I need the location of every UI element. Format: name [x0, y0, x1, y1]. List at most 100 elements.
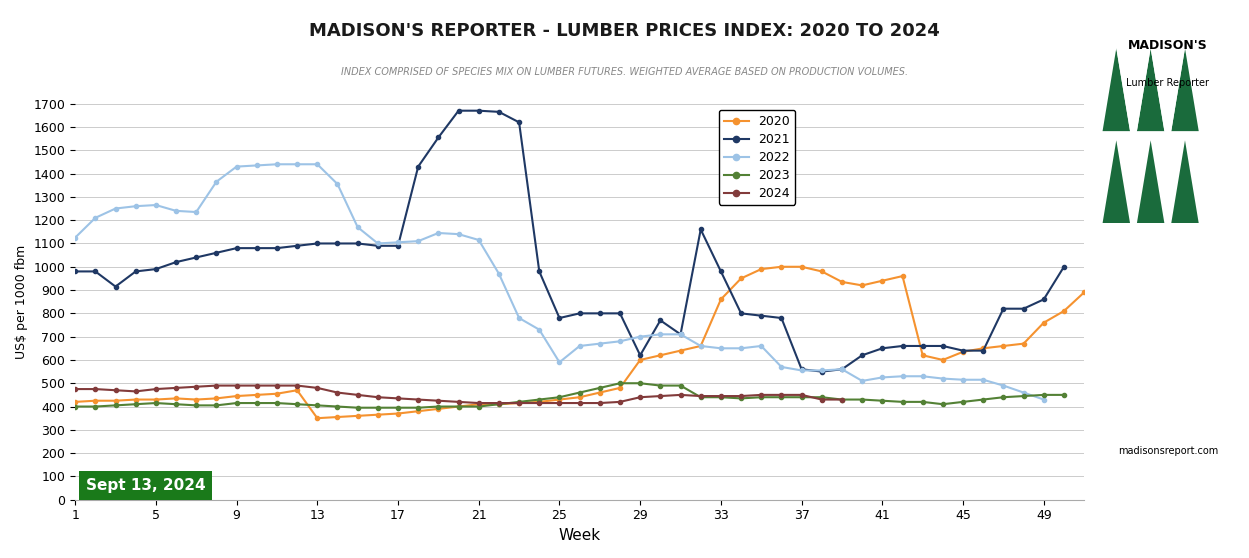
- 2023: [572, 389, 587, 396]
- 2023: [612, 380, 627, 387]
- 2022: [270, 161, 285, 167]
- 2022: [673, 331, 688, 338]
- 2021: [693, 226, 708, 233]
- 2020: [753, 266, 768, 272]
- 2023: [733, 395, 748, 402]
- 2021: [411, 163, 426, 170]
- 2022: [834, 366, 849, 373]
- 2023: [1037, 392, 1052, 398]
- Polygon shape: [1137, 140, 1164, 223]
- Text: Sept 13, 2024: Sept 13, 2024: [86, 478, 206, 493]
- 2024: [229, 382, 244, 389]
- 2024: [391, 395, 406, 402]
- 2023: [653, 382, 668, 389]
- 2023: [814, 394, 829, 401]
- 2024: [552, 400, 567, 406]
- 2023: [1057, 392, 1072, 398]
- 2024: [713, 393, 728, 400]
- 2023: [874, 397, 889, 404]
- 2022: [592, 340, 607, 347]
- 2021: [774, 315, 789, 321]
- 2023: [471, 403, 486, 410]
- 2023: [310, 402, 325, 408]
- 2023: [854, 396, 869, 403]
- 2024: [633, 394, 648, 401]
- 2024: [87, 386, 102, 392]
- Line: 2024: 2024: [74, 383, 844, 405]
- 2021: [612, 310, 627, 317]
- 2023: [896, 398, 911, 405]
- 2021: [512, 119, 527, 126]
- Polygon shape: [1103, 49, 1130, 131]
- 2021: [209, 249, 224, 256]
- 2020: [310, 415, 325, 421]
- 2022: [975, 377, 990, 383]
- 2022: [350, 224, 365, 230]
- 2024: [532, 400, 547, 406]
- 2023: [87, 403, 102, 410]
- 2021: [1057, 263, 1072, 270]
- 2024: [451, 398, 466, 405]
- 2021: [491, 108, 506, 115]
- Polygon shape: [1172, 140, 1199, 223]
- 2021: [633, 352, 648, 359]
- 2023: [411, 405, 426, 411]
- 2024: [189, 383, 204, 390]
- 2022: [693, 343, 708, 349]
- 2023: [1017, 393, 1032, 400]
- 2021: [532, 268, 547, 275]
- Text: MADISON'S REPORTER - LUMBER PRICES INDEX: 2020 TO 2024: MADISON'S REPORTER - LUMBER PRICES INDEX…: [309, 22, 940, 40]
- 2021: [916, 343, 931, 349]
- 2022: [310, 161, 325, 167]
- 2023: [350, 405, 365, 411]
- 2022: [149, 201, 164, 208]
- 2021: [673, 331, 688, 338]
- 2024: [250, 382, 265, 389]
- 2023: [169, 401, 184, 407]
- 2023: [975, 396, 990, 403]
- Text: INDEX COMPRISED OF SPECIES MIX ON LUMBER FUTURES. WEIGHTED AVERAGE BASED ON PROD: INDEX COMPRISED OF SPECIES MIX ON LUMBER…: [341, 67, 908, 77]
- 2022: [330, 181, 345, 187]
- 2023: [209, 402, 224, 408]
- 2023: [391, 405, 406, 411]
- 2021: [854, 352, 869, 359]
- 2021: [330, 240, 345, 247]
- 2023: [774, 394, 789, 401]
- 2024: [270, 382, 285, 389]
- 2022: [391, 239, 406, 246]
- 2021: [391, 243, 406, 249]
- 2024: [834, 396, 849, 403]
- 2024: [693, 393, 708, 400]
- 2022: [995, 382, 1010, 389]
- 2024: [290, 382, 305, 389]
- 2024: [310, 384, 325, 391]
- Polygon shape: [1150, 49, 1185, 131]
- 2021: [1017, 305, 1032, 312]
- Line: 2020: 2020: [74, 264, 1087, 420]
- 2022: [874, 374, 889, 381]
- 2024: [330, 389, 345, 396]
- 2023: [149, 400, 164, 406]
- 2022: [753, 343, 768, 349]
- Text: Lumber Reporter: Lumber Reporter: [1127, 78, 1209, 88]
- 2021: [250, 245, 265, 252]
- 2022: [733, 345, 748, 352]
- 2020: [411, 408, 426, 415]
- 2021: [310, 240, 325, 247]
- 2023: [693, 394, 708, 401]
- 2023: [834, 396, 849, 403]
- 2023: [936, 401, 950, 407]
- 2021: [189, 254, 204, 261]
- Text: madisonsreport.com: madisonsreport.com: [1118, 446, 1218, 456]
- 2021: [572, 310, 587, 317]
- 2022: [713, 345, 728, 352]
- 2021: [733, 310, 748, 317]
- 2022: [774, 364, 789, 371]
- 2023: [67, 403, 82, 410]
- 2022: [512, 315, 527, 321]
- 2022: [854, 378, 869, 384]
- 2022: [1017, 389, 1032, 396]
- 2023: [250, 400, 265, 406]
- 2022: [572, 343, 587, 349]
- 2022: [896, 373, 911, 379]
